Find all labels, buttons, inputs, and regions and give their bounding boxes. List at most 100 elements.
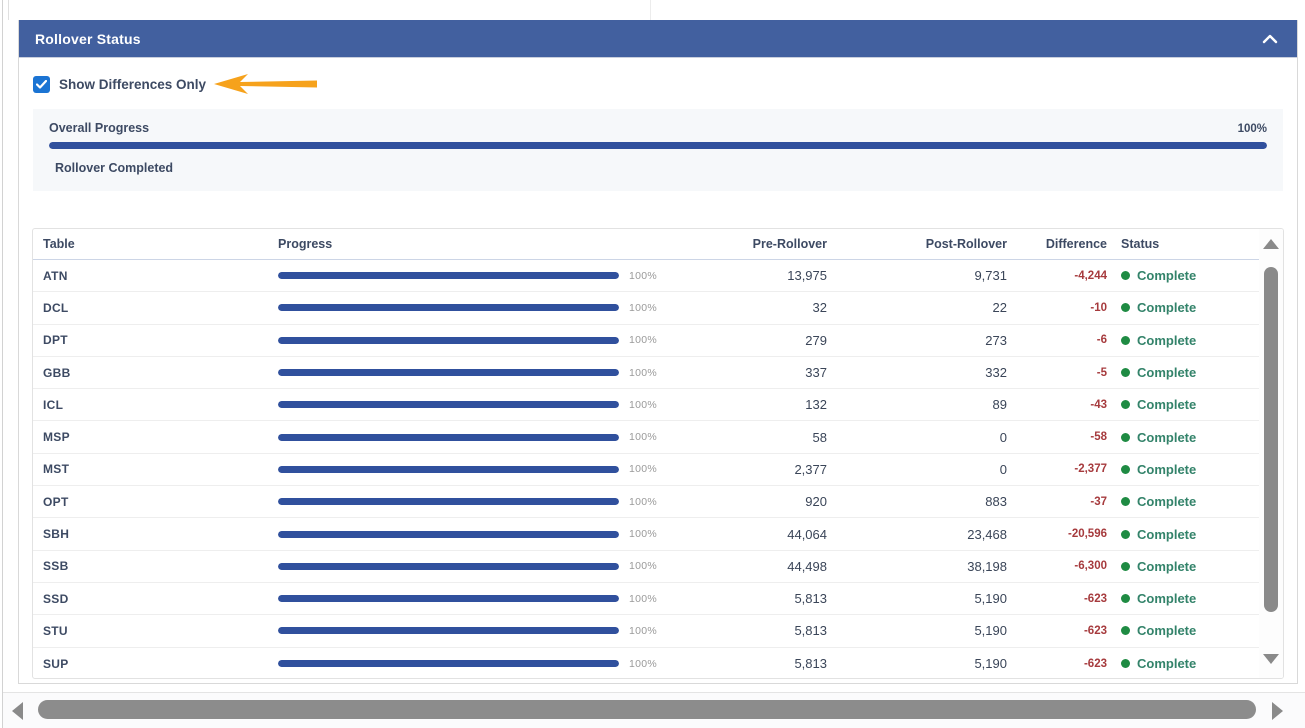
status-complete-dot-icon [1121, 497, 1130, 507]
table-header-row: Table Progress Pre-Rollover Post-Rollove… [33, 229, 1283, 260]
overall-progress-section: Overall Progress 100% Rollover Completed [33, 109, 1283, 191]
table-cell-progress-percent: 100% [629, 431, 658, 444]
row-progress-fill [278, 401, 619, 409]
row-progress-fill [278, 595, 619, 603]
vertical-scrollbar-thumb[interactable] [1264, 267, 1278, 612]
table-body: ATN 100% 13,975 9,731 -4,244 Complete DC… [33, 260, 1283, 678]
row-progress-fill [278, 304, 619, 312]
row-progress-fill [278, 336, 619, 344]
table-cell-progress-percent: 100% [629, 560, 658, 573]
table-row[interactable]: ATN 100% 13,975 9,731 -4,244 Complete [33, 260, 1283, 293]
table-cell-pre-rollover: 5,813 [794, 591, 827, 607]
table-cell-status: Complete [1107, 656, 1255, 671]
table-row[interactable]: SSB 100% 44,498 38,198 -6,300 Complete [33, 551, 1283, 583]
panel-title: Rollover Status [35, 30, 141, 47]
row-progress-bar [278, 465, 619, 473]
horizontal-scrollbar[interactable] [3, 692, 1305, 728]
table-row[interactable]: SBH 100% 44,064 23,468 -20,596 Complete [33, 518, 1283, 551]
col-header-post-rollover: Post-Rollover [925, 237, 1007, 251]
col-header-pre-rollover: Pre-Rollover [752, 237, 827, 251]
row-progress-fill [278, 627, 619, 635]
table-cell-status: Complete [1107, 462, 1255, 477]
table-cell-name: GBB [43, 365, 71, 380]
table-cell-name: SUP [43, 656, 69, 671]
top-middle-border-fragment [650, 0, 651, 20]
table-row[interactable]: DCL 100% 32 22 -10 Complete [33, 292, 1283, 325]
table-cell-status: Complete [1107, 268, 1255, 283]
row-progress-fill [278, 562, 619, 570]
scroll-up-icon[interactable] [1263, 239, 1279, 249]
table-cell-progress-percent: 100% [629, 463, 658, 476]
row-progress-bar [278, 660, 619, 668]
table-row[interactable]: GBB 100% 337 332 -5 Complete [33, 357, 1283, 390]
status-label: Complete [1137, 332, 1197, 348]
table-cell-name: DCL [43, 300, 69, 315]
table-cell-difference: -6,300 [1074, 560, 1107, 573]
table-cell-progress-percent: 100% [629, 528, 658, 541]
row-progress-fill [278, 660, 619, 668]
col-header-difference: Difference [1045, 237, 1107, 251]
table-cell-difference: -20,596 [1067, 528, 1107, 541]
table-cell-pre-rollover: 920 [805, 494, 827, 510]
table-cell-difference: -2,377 [1074, 463, 1107, 476]
table-cell-pre-rollover: 5,813 [794, 656, 827, 672]
table-cell-difference: -37 [1090, 495, 1107, 508]
overall-status-text: Rollover Completed [55, 161, 174, 175]
chevron-up-icon [1262, 34, 1278, 43]
status-label: Complete [1137, 268, 1197, 284]
table-cell-pre-rollover: 279 [805, 332, 827, 348]
table-cell-pre-rollover: 337 [805, 365, 827, 381]
table-row[interactable]: MST 100% 2,377 0 -2,377 Complete [33, 454, 1283, 487]
status-complete-dot-icon [1121, 400, 1130, 410]
show-differences-row: Show Differences Only [33, 73, 1283, 95]
scroll-left-icon[interactable] [12, 702, 23, 720]
row-progress-bar [278, 433, 619, 441]
table-row[interactable]: OPT 100% 920 883 -37 Complete [33, 486, 1283, 519]
show-differences-checkbox[interactable] [33, 75, 50, 93]
row-progress-fill [278, 498, 619, 506]
status-label: Complete [1137, 558, 1197, 574]
table-cell-progress-percent: 100% [629, 398, 658, 411]
table-cell-post-rollover: 273 [985, 332, 1007, 348]
status-complete-dot-icon [1121, 432, 1130, 442]
row-progress-bar [278, 498, 619, 506]
row-progress-bar [278, 401, 619, 409]
horizontal-scrollbar-thumb[interactable] [38, 700, 1256, 719]
table-cell-progress-percent: 100% [629, 366, 658, 379]
status-label: Complete [1137, 526, 1197, 542]
table-cell-post-rollover: 38,198 [967, 558, 1007, 574]
collapse-panel-button[interactable] [1259, 28, 1281, 50]
status-complete-dot-icon [1121, 626, 1130, 636]
table-cell-difference: -623 [1083, 624, 1107, 637]
table-cell-status: Complete [1107, 333, 1255, 348]
row-progress-fill [278, 465, 619, 473]
table-cell-post-rollover: 332 [985, 365, 1007, 381]
status-label: Complete [1137, 656, 1197, 672]
rollover-status-panel: Rollover Status Show Differences Only Ov… [18, 20, 1298, 684]
table-row[interactable]: SUP 100% 5,813 5,190 -623 Complete [33, 648, 1283, 678]
row-progress-fill [278, 433, 619, 441]
show-differences-label[interactable]: Show Differences Only [59, 76, 207, 92]
table-cell-post-rollover: 5,190 [974, 623, 1007, 639]
overall-progress-label: Overall Progress [49, 121, 150, 135]
table-row[interactable]: SSD 100% 5,813 5,190 -623 Complete [33, 583, 1283, 616]
table-cell-pre-rollover: 32 [812, 300, 827, 316]
col-header-status: Status [1121, 237, 1160, 251]
table-row[interactable]: MSP 100% 58 0 -58 Complete [33, 421, 1283, 454]
table-cell-status: Complete [1107, 397, 1255, 412]
table-cell-name: SBH [43, 527, 70, 542]
table-cell-difference: -10 [1090, 301, 1107, 314]
scroll-right-icon[interactable] [1272, 702, 1283, 720]
table-row[interactable]: ICL 100% 132 89 -43 Complete [33, 389, 1283, 422]
table-cell-name: OPT [43, 494, 69, 509]
table-row[interactable]: DPT 100% 279 273 -6 Complete [33, 325, 1283, 357]
scroll-down-icon[interactable] [1263, 654, 1279, 664]
status-label: Complete [1137, 365, 1197, 381]
vertical-scrollbar[interactable] [1259, 229, 1283, 678]
table-cell-progress-percent: 100% [629, 334, 658, 347]
table-cell-name: ICL [43, 397, 64, 412]
table-row[interactable]: STU 100% 5,813 5,190 -623 Complete [33, 615, 1283, 648]
table-cell-name: MST [43, 462, 70, 477]
rollover-table: Table Progress Pre-Rollover Post-Rollove… [32, 228, 1284, 679]
table-cell-name: STU [43, 623, 68, 638]
